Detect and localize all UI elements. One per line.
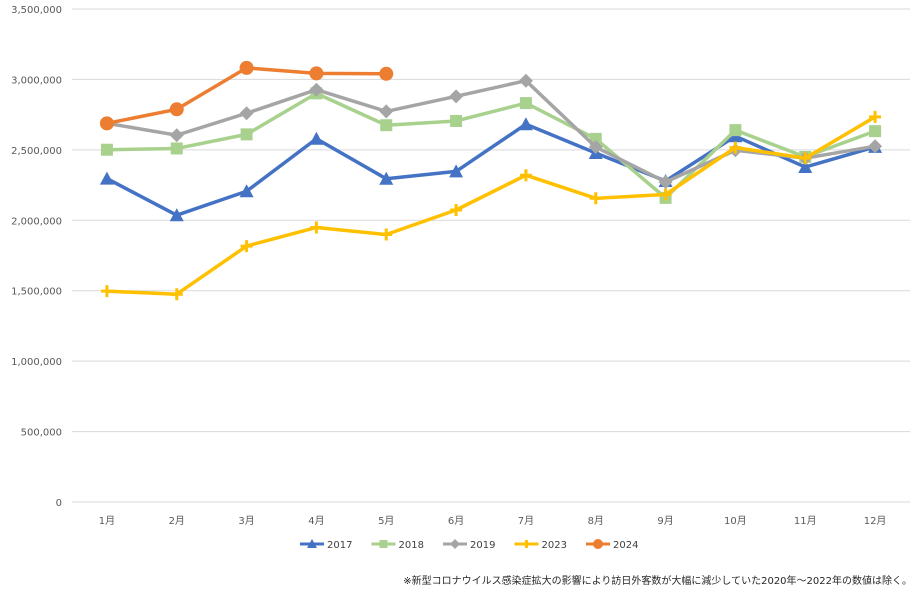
data-point [519,97,532,110]
data-point [593,539,603,549]
data-point [449,164,464,178]
data-point [589,192,602,205]
data-point [239,184,254,198]
data-point [518,117,533,131]
data-point [309,66,324,81]
data-point [658,174,673,189]
data-point [379,104,394,119]
legend-item: 2017 [300,539,352,551]
series-2017 [99,117,883,222]
data-point [239,106,254,121]
data-point [379,171,394,185]
series-2019 [99,73,883,189]
series-line [106,122,876,217]
series-line [106,78,876,184]
data-point [869,110,882,123]
x-tick-label: 4月 [308,515,324,527]
data-point [239,60,254,75]
series-2023 [100,110,882,301]
data-point [518,73,533,88]
x-tick-label: 11月 [794,515,817,527]
data-point [729,124,742,137]
data-point [169,208,184,222]
series-line [106,115,876,296]
data-point [170,142,183,155]
data-point [310,221,323,234]
data-point [869,125,882,138]
y-tick-label: 2,000,000 [11,216,62,227]
x-tick-label: 8月 [588,515,604,527]
data-point [450,204,463,217]
data-point [309,82,324,97]
legend-item: 2024 [586,539,638,551]
data-point [309,131,324,145]
x-tick-label: 2月 [169,515,185,527]
data-point [99,116,114,131]
data-point [522,540,531,548]
series-2024 [99,60,394,131]
data-point [170,288,183,301]
series-group [99,60,883,301]
legend-item: 2019 [443,539,495,551]
data-point [100,285,113,298]
data-point [380,228,393,241]
legend-label: 2024 [613,540,638,551]
y-tick-label: 3,500,000 [11,5,62,16]
x-axis: 1月 2月 3月 4月 5月 6月 7月 8月 9月 10月 11月 12月 [99,515,887,527]
x-tick-label: 7月 [518,515,534,527]
gridlines [72,8,910,503]
data-point [729,141,742,154]
y-tick-label: 1,000,000 [11,357,62,368]
x-tick-label: 1月 [99,515,115,527]
data-point [449,89,464,104]
data-point [450,539,460,549]
x-tick-label: 10月 [724,515,747,527]
x-tick-label: 5月 [378,515,394,527]
data-point [659,188,672,201]
x-tick-label: 3月 [238,515,254,527]
data-point [240,128,253,141]
x-tick-label: 9月 [657,515,673,527]
series-line [106,91,876,200]
legend-label: 2023 [542,540,567,551]
x-tick-label: 6月 [448,515,464,527]
legend-label: 2019 [470,540,495,551]
y-axis: 0 500,000 1,000,000 1,500,000 2,000,000 2,500… [11,5,62,509]
data-point [798,160,813,174]
data-point [169,102,184,117]
legend: 2017 2018 2019 2023 2024 [300,539,638,551]
data-point [307,539,317,548]
y-tick-label: 3,000,000 [11,75,62,86]
y-tick-label: 2,500,000 [11,146,62,157]
data-point [450,114,463,127]
data-point [868,139,883,154]
data-point [169,128,184,143]
legend-item: 2023 [514,540,567,551]
y-tick-label: 0 [56,498,62,509]
data-point [588,140,603,155]
data-point [519,169,532,182]
data-point [379,540,388,548]
legend-label: 2018 [399,540,424,551]
legend-item: 2018 [371,540,424,551]
data-point [799,152,812,165]
y-tick-label: 1,500,000 [11,287,62,298]
data-point [99,171,114,185]
y-tick-label: 500,000 [21,428,62,439]
data-point [240,240,253,253]
data-point [379,66,394,81]
footnote: ※新型コロナウイルス感染症拡大の影響により訪日外客数が大幅に減少していた2020… [403,576,912,587]
x-tick-label: 12月 [864,515,887,527]
data-point [100,143,113,156]
legend-label: 2017 [327,540,352,551]
series-2018 [100,87,882,204]
data-point [380,119,393,132]
